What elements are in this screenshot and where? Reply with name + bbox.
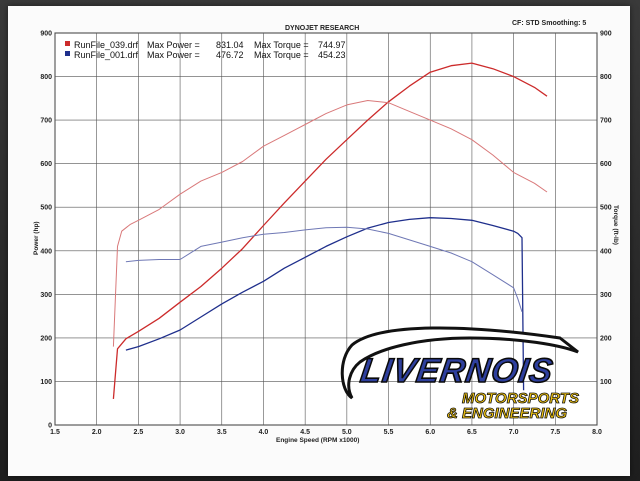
y-axis-right-label: Torque (ft-lb) bbox=[612, 205, 619, 245]
y-right-tick-label-1: 200 bbox=[600, 335, 612, 342]
x-tick-label-8: 5.5 bbox=[384, 429, 394, 436]
y-axis-left-ticks: 0 100 200 300 400 500 600 700 800 900 bbox=[40, 31, 52, 430]
y-left-tick-label-2: 200 bbox=[40, 335, 52, 342]
legend-power-value-2: 476.72 bbox=[216, 50, 244, 60]
x-tick-label-7: 5.0 bbox=[342, 429, 352, 436]
legend-torque-label-1: Max Torque = bbox=[254, 40, 309, 50]
legend-swatch-1 bbox=[65, 41, 70, 46]
logo-swoosh bbox=[340, 326, 579, 400]
x-tick-label-5: 4.0 bbox=[259, 429, 269, 436]
y-axis-left-label: Power (hp) bbox=[33, 221, 40, 255]
logo-main-text: LIVERNOIS bbox=[358, 352, 556, 390]
legend-torque-label-2: Max Torque = bbox=[254, 50, 309, 60]
y-right-tick-label-8: 900 bbox=[600, 31, 612, 38]
legend-power-label-1: Max Power = bbox=[147, 40, 200, 50]
y-right-tick-label-0: 100 bbox=[600, 379, 612, 386]
x-tick-label-1: 2.0 bbox=[92, 429, 102, 436]
x-tick-label-11: 7.0 bbox=[509, 429, 519, 436]
x-tick-label-2: 2.5 bbox=[134, 429, 144, 436]
series-line-runfile-001-drf-torque bbox=[125, 226, 523, 312]
legend-swatch-2 bbox=[65, 51, 70, 56]
livernois-logo: LIVERNOIS MOTORSPORTS & ENGINEERING bbox=[340, 326, 579, 422]
x-tick-label-4: 3.5 bbox=[217, 429, 227, 436]
y-left-tick-label-8: 800 bbox=[40, 74, 52, 81]
x-tick-label-0: 1.5 bbox=[50, 429, 60, 436]
legend-power-label-2: Max Power = bbox=[147, 50, 200, 60]
y-left-tick-label-7: 700 bbox=[40, 118, 52, 125]
y-right-tick-label-3: 400 bbox=[600, 248, 612, 255]
legend-file-1: RunFile_039.drf bbox=[74, 40, 139, 50]
y-left-tick-label-9: 900 bbox=[40, 31, 52, 38]
y-left-tick-label-6: 600 bbox=[40, 161, 52, 168]
y-right-tick-label-5: 600 bbox=[600, 161, 612, 168]
legend-torque-value-2: 454.23 bbox=[318, 50, 346, 60]
y-left-tick-label-1: 100 bbox=[40, 379, 52, 386]
y-left-tick-label-4: 400 bbox=[40, 248, 52, 255]
x-tick-label-13: 8.0 bbox=[592, 429, 602, 436]
y-right-tick-label-6: 700 bbox=[600, 118, 612, 125]
series-group bbox=[112, 62, 548, 399]
legend-power-value-1: 831.04 bbox=[216, 40, 244, 50]
series-line-runfile-039-drf-power bbox=[112, 62, 548, 399]
logo-sub-text-1: MOTORSPORTS bbox=[462, 390, 579, 407]
x-tick-label-9: 6.0 bbox=[425, 429, 435, 436]
chart-settings: CF: STD Smoothing: 5 bbox=[512, 20, 586, 27]
series-line-runfile-039-drf-torque bbox=[112, 100, 548, 347]
y-left-tick-label-0: 0 bbox=[48, 423, 52, 430]
y-axis-right-ticks: 100 200 300 400 500 600 700 800 900 bbox=[600, 31, 612, 386]
legend: RunFile_039.drf Max Power = 831.04 Max T… bbox=[65, 40, 346, 60]
y-right-tick-label-4: 500 bbox=[600, 205, 612, 212]
x-tick-label-12: 7.5 bbox=[550, 429, 560, 436]
logo-sub-text-2: & ENGINEERING bbox=[447, 405, 567, 422]
x-tick-label-10: 6.5 bbox=[467, 429, 477, 436]
y-left-tick-label-3: 300 bbox=[40, 292, 52, 299]
grid-lines bbox=[54, 32, 598, 426]
x-tick-label-6: 4.5 bbox=[300, 429, 310, 436]
x-axis-ticks: 1.5 2.0 2.5 3.0 3.5 4.0 4.5 5.0 5.5 6.0 6.5 7.0 7.5 8… bbox=[50, 429, 602, 436]
legend-file-2: RunFile_001.drf bbox=[74, 50, 139, 60]
legend-torque-value-1: 744.97 bbox=[318, 40, 346, 50]
y-right-tick-label-2: 300 bbox=[600, 292, 612, 299]
series-line-runfile-001-drf-power bbox=[125, 217, 525, 391]
y-right-tick-label-7: 800 bbox=[600, 74, 612, 81]
y-left-tick-label-5: 500 bbox=[40, 205, 52, 212]
x-axis-label: Engine Speed (RPM x1000) bbox=[276, 437, 359, 444]
x-tick-label-3: 3.0 bbox=[175, 429, 185, 436]
chart-title: DYNOJET RESEARCH bbox=[285, 25, 359, 32]
